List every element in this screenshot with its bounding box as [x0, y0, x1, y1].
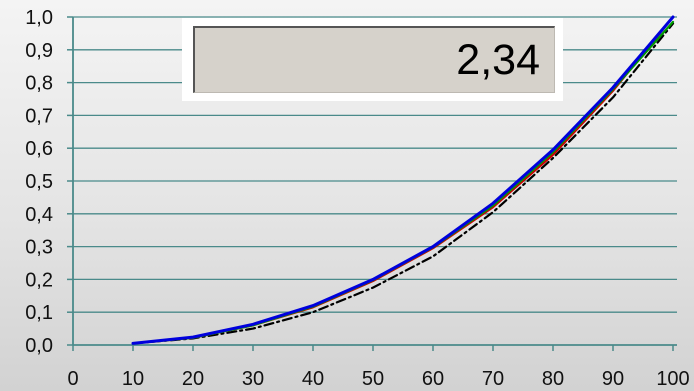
x-tick-label: 70	[482, 368, 504, 390]
series-line	[131, 22, 675, 345]
x-tick-label: 100	[656, 368, 689, 390]
y-tick-label: 0,9	[25, 40, 53, 62]
x-tick-labels: 0 10 20 30 40 50 60 70 80 90 100	[67, 368, 689, 390]
y-tick-label: 0,5	[25, 171, 53, 193]
x-tick-label: 90	[602, 368, 624, 390]
y-tick-label: 0,4	[25, 204, 53, 226]
y-tick-label: 1,0	[25, 7, 53, 29]
value-display: 2,34	[182, 18, 563, 101]
series-lines	[131, 15, 675, 345]
x-tick-label: 40	[302, 368, 324, 390]
y-tick-label: 0,2	[25, 269, 53, 291]
y-tick-label: 0,3	[25, 237, 53, 259]
series-line	[131, 15, 675, 345]
value-display-field: 2,34	[193, 26, 555, 93]
x-tick-label: 60	[422, 368, 444, 390]
y-tick-label: 0,6	[25, 138, 53, 160]
y-tick-label: 0,7	[25, 105, 53, 127]
value-display-text: 2,34	[456, 35, 540, 84]
x-tick-label: 50	[362, 368, 384, 390]
x-tick-label: 80	[542, 368, 564, 390]
y-tick-label: 0,1	[25, 302, 53, 324]
y-tick-label: 0,0	[25, 335, 53, 357]
x-tick-label: 0	[67, 368, 78, 390]
y-tick-labels: 0,0 0,1 0,2 0,3 0,4 0,5 0,6 0,7 0,8 0,9 1,0	[25, 7, 53, 357]
axes	[67, 16, 677, 351]
x-tick-label: 20	[182, 368, 204, 390]
x-tick-label: 30	[242, 368, 264, 390]
y-tick-label: 0,8	[25, 73, 53, 95]
x-tick-label: 10	[122, 368, 144, 390]
